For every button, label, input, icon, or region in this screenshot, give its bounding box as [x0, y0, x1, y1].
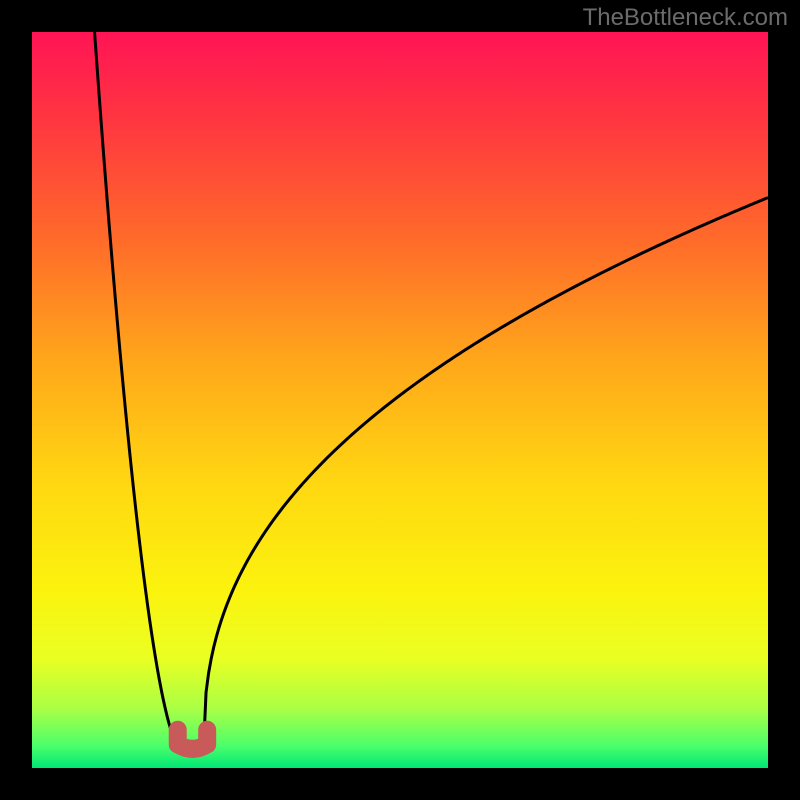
gradient-background — [32, 32, 768, 768]
watermark-text: TheBottleneck.com — [583, 4, 788, 32]
chart-container: TheBottleneck.com — [0, 0, 800, 800]
bottleneck-chart — [0, 0, 800, 800]
